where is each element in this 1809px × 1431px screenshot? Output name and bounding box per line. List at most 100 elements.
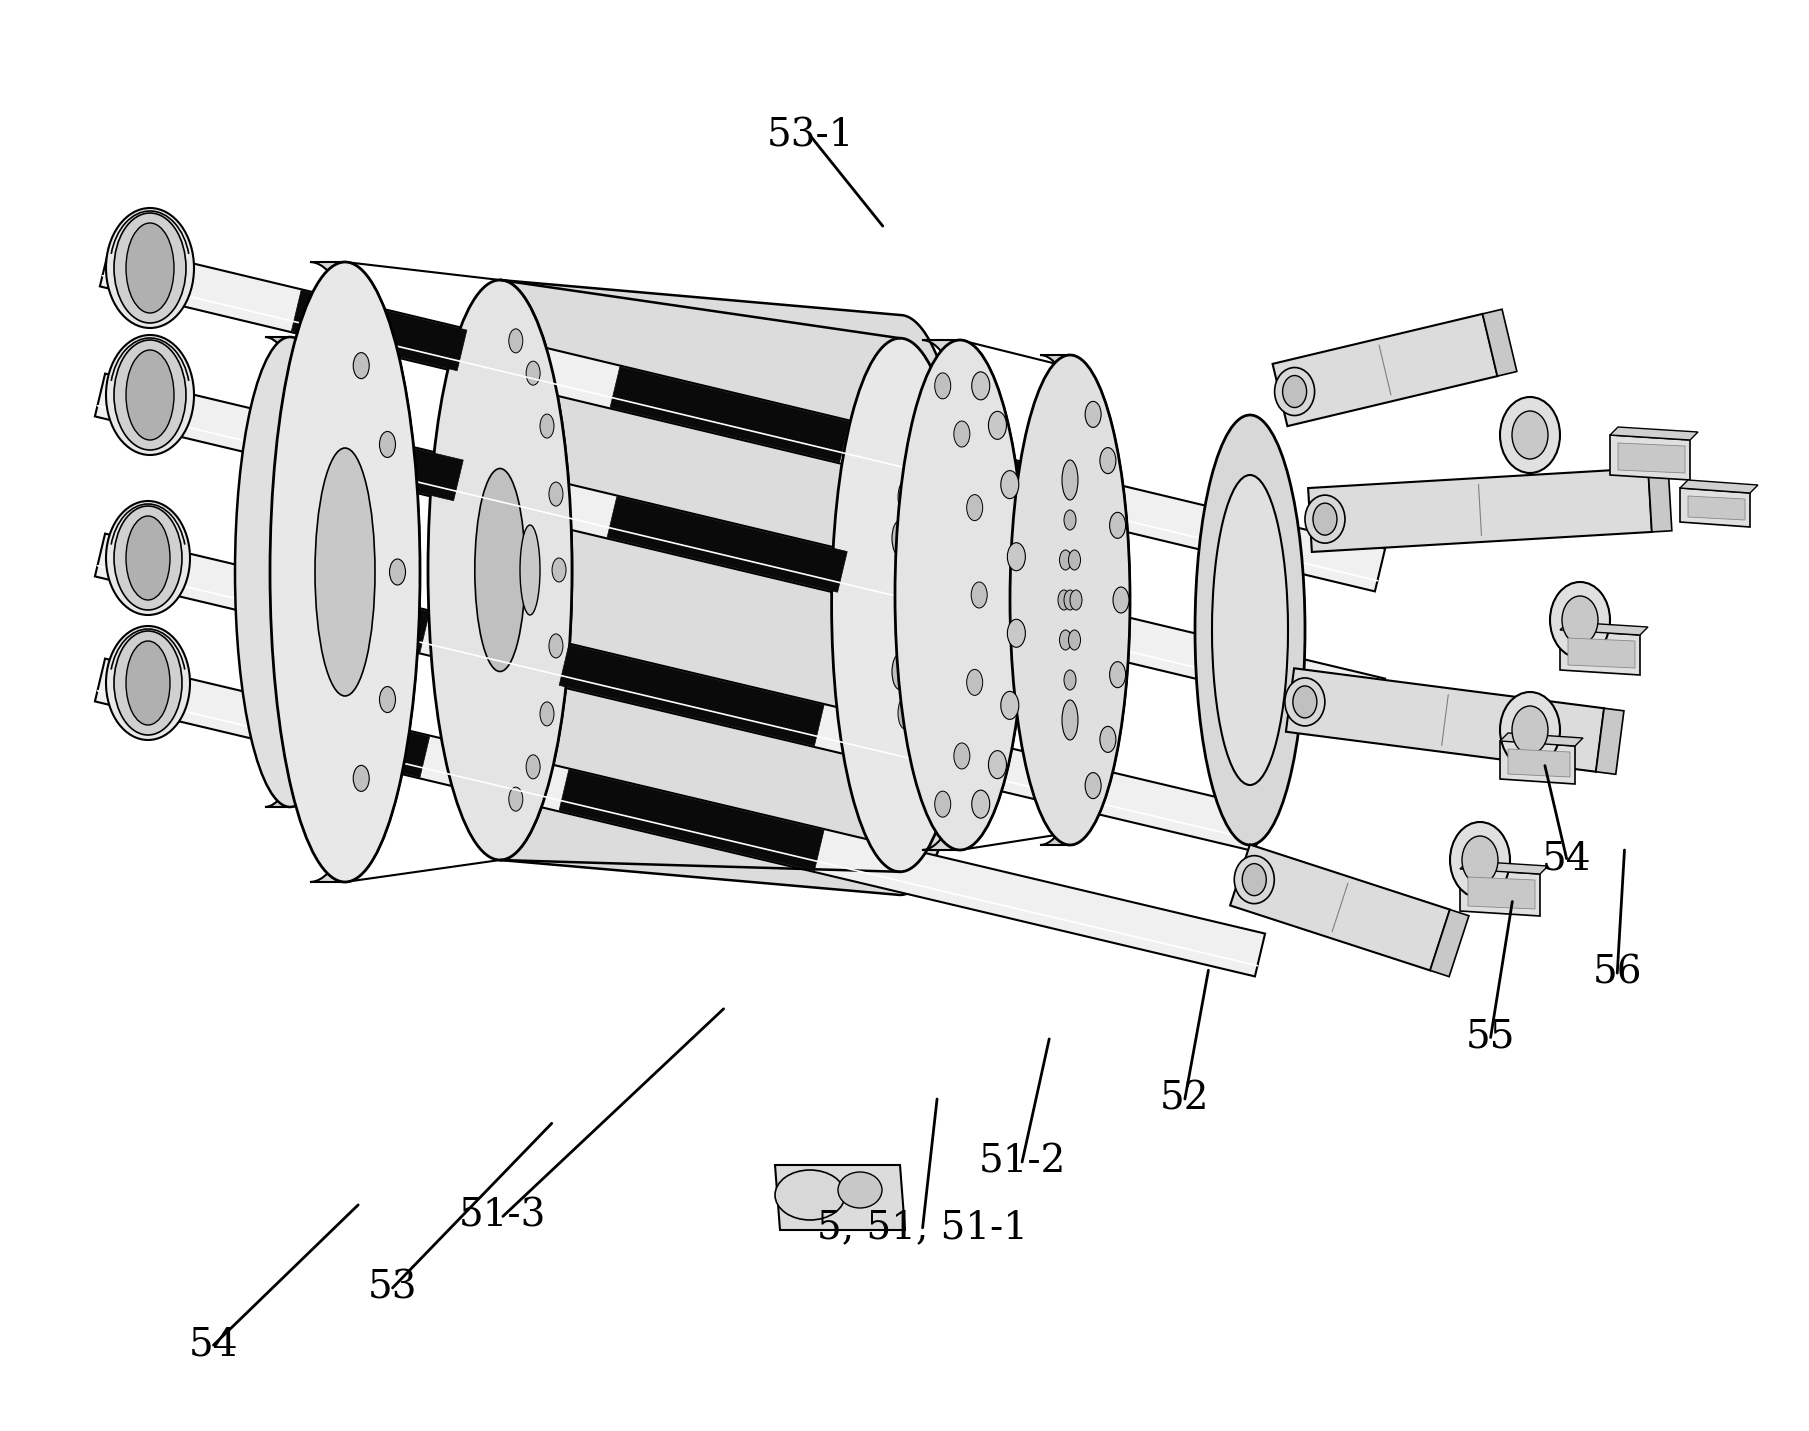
Ellipse shape [892, 521, 908, 557]
Ellipse shape [897, 552, 912, 585]
Text: 51-3: 51-3 [459, 1198, 546, 1235]
Ellipse shape [1008, 542, 1026, 571]
Polygon shape [264, 336, 346, 807]
Polygon shape [1308, 468, 1652, 552]
Ellipse shape [1058, 590, 1069, 610]
Polygon shape [1483, 309, 1518, 376]
Ellipse shape [474, 468, 525, 671]
Polygon shape [1040, 355, 1131, 844]
Ellipse shape [389, 560, 405, 585]
Ellipse shape [897, 481, 912, 512]
Ellipse shape [1000, 471, 1018, 498]
Polygon shape [1500, 733, 1583, 746]
Ellipse shape [1293, 685, 1317, 718]
Text: 54: 54 [1541, 840, 1592, 877]
Polygon shape [608, 497, 847, 592]
Ellipse shape [1234, 856, 1274, 903]
Ellipse shape [1060, 630, 1071, 650]
Text: 51-2: 51-2 [979, 1143, 1066, 1181]
Ellipse shape [1064, 590, 1076, 610]
Ellipse shape [380, 432, 396, 458]
Ellipse shape [1069, 590, 1082, 610]
Polygon shape [99, 243, 1386, 591]
Ellipse shape [429, 280, 572, 860]
Ellipse shape [1069, 630, 1080, 650]
Polygon shape [1559, 622, 1648, 635]
Polygon shape [774, 1165, 904, 1231]
Ellipse shape [353, 352, 369, 379]
Ellipse shape [953, 743, 970, 768]
Polygon shape [1460, 869, 1539, 916]
Polygon shape [1272, 313, 1498, 426]
Text: 56: 56 [1592, 954, 1643, 992]
Ellipse shape [966, 670, 982, 695]
Polygon shape [923, 341, 1026, 850]
Polygon shape [1568, 638, 1635, 668]
Ellipse shape [832, 338, 968, 871]
Ellipse shape [1000, 691, 1018, 720]
Ellipse shape [541, 703, 554, 726]
Ellipse shape [935, 373, 952, 399]
Ellipse shape [127, 517, 170, 600]
Polygon shape [1596, 708, 1624, 774]
Ellipse shape [903, 518, 917, 532]
Text: 5, 51, 51-1: 5, 51, 51-1 [818, 1209, 1028, 1246]
Polygon shape [1500, 741, 1576, 784]
Ellipse shape [1064, 670, 1076, 690]
Ellipse shape [774, 1171, 845, 1221]
Ellipse shape [1304, 495, 1344, 544]
Polygon shape [914, 570, 1091, 650]
Ellipse shape [1462, 836, 1498, 884]
Ellipse shape [114, 631, 183, 736]
Ellipse shape [1109, 512, 1125, 538]
Ellipse shape [935, 791, 952, 817]
Text: 53: 53 [367, 1269, 418, 1307]
Ellipse shape [1313, 504, 1337, 535]
Ellipse shape [114, 507, 183, 610]
Ellipse shape [1085, 773, 1102, 798]
Ellipse shape [897, 625, 912, 657]
Ellipse shape [526, 361, 541, 385]
Ellipse shape [892, 654, 908, 690]
Ellipse shape [548, 634, 563, 658]
Ellipse shape [1284, 678, 1324, 726]
Ellipse shape [552, 558, 566, 582]
Polygon shape [270, 575, 429, 653]
Ellipse shape [1009, 355, 1131, 844]
Polygon shape [309, 262, 420, 881]
Ellipse shape [380, 687, 396, 713]
Polygon shape [610, 366, 850, 462]
Polygon shape [1467, 877, 1536, 909]
Ellipse shape [548, 482, 563, 507]
Polygon shape [291, 290, 467, 371]
Ellipse shape [903, 678, 917, 693]
Ellipse shape [508, 787, 523, 811]
Ellipse shape [1100, 448, 1116, 474]
Ellipse shape [953, 421, 970, 446]
Text: 52: 52 [1160, 1080, 1210, 1118]
Ellipse shape [966, 495, 982, 521]
Ellipse shape [1113, 587, 1129, 612]
Ellipse shape [107, 335, 194, 455]
Ellipse shape [270, 262, 420, 881]
Ellipse shape [1085, 402, 1102, 428]
Polygon shape [1688, 497, 1746, 519]
Ellipse shape [127, 223, 174, 313]
Polygon shape [1681, 479, 1758, 494]
Ellipse shape [1062, 459, 1078, 499]
Ellipse shape [903, 598, 917, 612]
Ellipse shape [895, 341, 1026, 850]
Ellipse shape [1561, 595, 1597, 644]
Ellipse shape [1100, 727, 1116, 753]
Polygon shape [94, 534, 1264, 851]
Ellipse shape [1060, 550, 1071, 570]
Polygon shape [1460, 861, 1549, 874]
Ellipse shape [107, 501, 190, 615]
Ellipse shape [1512, 705, 1549, 754]
Ellipse shape [353, 766, 369, 791]
Ellipse shape [1512, 411, 1549, 459]
Ellipse shape [1109, 661, 1125, 688]
Ellipse shape [526, 754, 541, 778]
Ellipse shape [1069, 550, 1080, 570]
Ellipse shape [1212, 475, 1288, 786]
